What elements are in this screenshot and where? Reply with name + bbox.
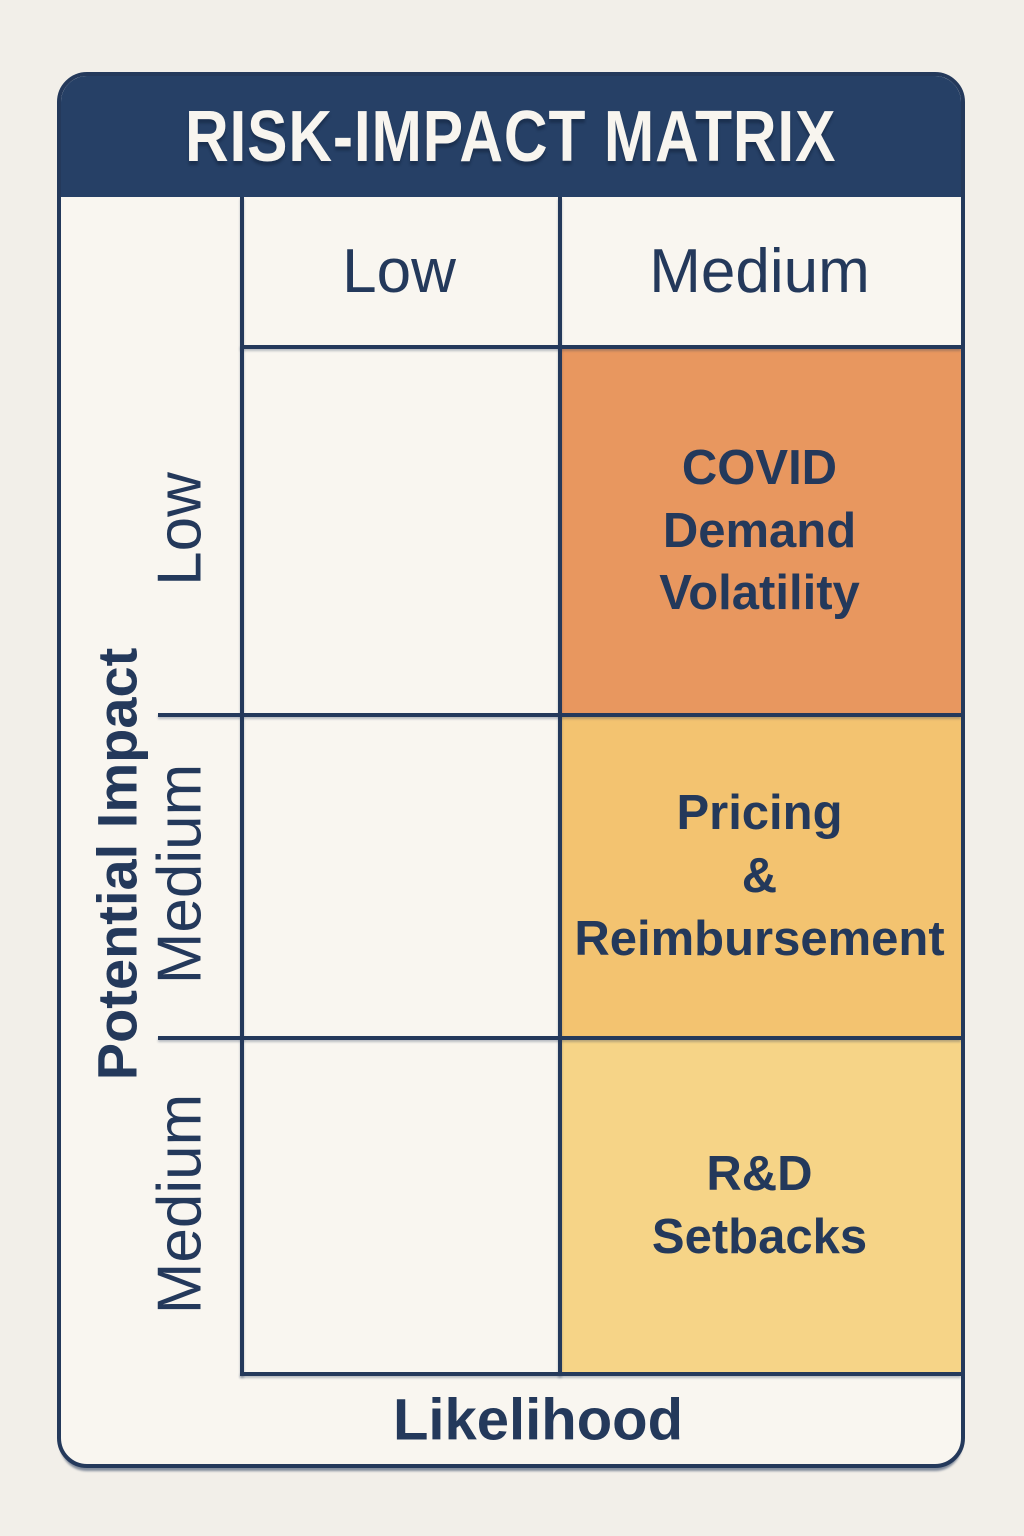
grid-hline-header-bottom bbox=[240, 345, 961, 349]
grid-hline-row2-row3 bbox=[158, 1036, 961, 1040]
matrix-cell-pricing-reimbursement: Pricing & Reimbursement bbox=[558, 713, 961, 1040]
matrix-cell-rd-setbacks: R&D Setbacks bbox=[558, 1036, 961, 1376]
page-title: RISK-IMPACT MATRIX bbox=[185, 96, 837, 177]
row-label-low: Low bbox=[145, 472, 215, 586]
grid-hline-row1-row2 bbox=[158, 713, 961, 717]
y-axis-label-potential-impact: Potential Impact bbox=[85, 647, 149, 1081]
grid-vline-labels-low bbox=[240, 197, 244, 1376]
grid-hline-table-bottom bbox=[240, 1372, 961, 1376]
column-header-medium: Medium bbox=[649, 236, 870, 306]
matrix-cell-covid-demand-volatility: COVID Demand Volatility bbox=[558, 345, 961, 717]
matrix-card: RISK-IMPACT MATRIX COVID Demand Volatili… bbox=[57, 72, 965, 1468]
grid-vline-low-medium bbox=[558, 197, 562, 1376]
title-band: RISK-IMPACT MATRIX bbox=[61, 76, 961, 197]
x-axis-label-likelihood: Likelihood bbox=[393, 1387, 683, 1453]
row-label-medium-1: Medium bbox=[145, 763, 215, 985]
column-header-low: Low bbox=[342, 236, 456, 306]
row-label-medium-2: Medium bbox=[145, 1093, 215, 1315]
